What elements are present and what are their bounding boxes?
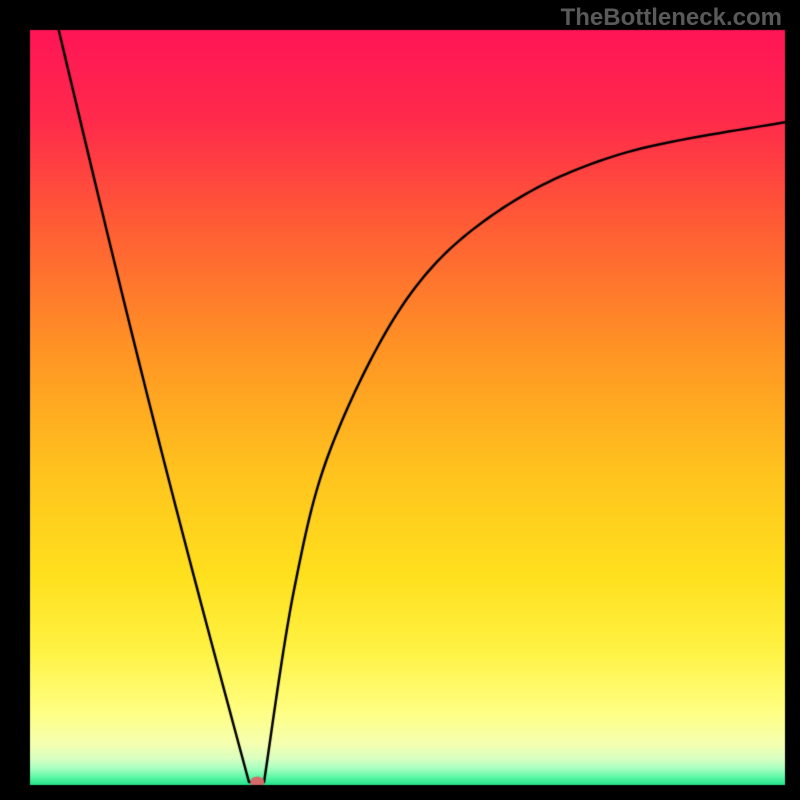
chart-container: TheBottleneck.com [0,0,800,800]
bottleneck-chart [0,0,800,800]
watermark-text: TheBottleneck.com [561,4,782,32]
